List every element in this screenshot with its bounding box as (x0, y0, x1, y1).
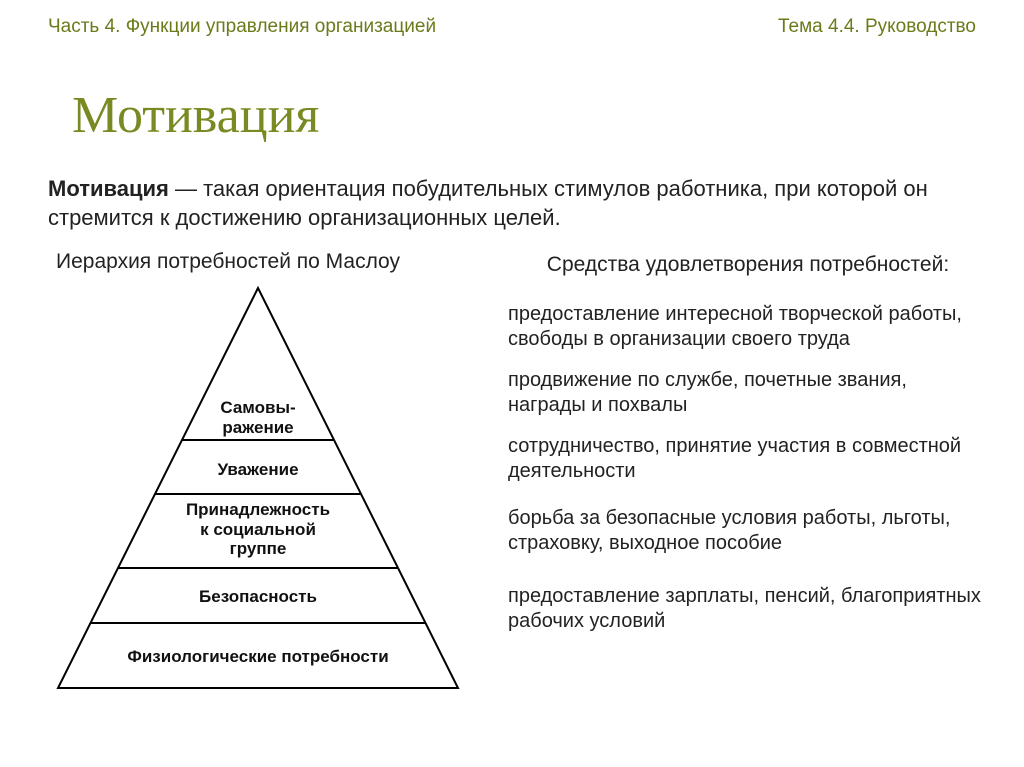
definition-paragraph: Мотивация — такая ориентация побудительн… (48, 175, 976, 232)
content-row: Иерархия потребностей по Маслоу Самовы-р… (0, 250, 1024, 698)
means-item-0: предоставление интересной творческой раб… (508, 302, 988, 352)
pyramid-outline (58, 288, 458, 688)
means-item-2: сотрудничество, принятие участия в совме… (508, 434, 988, 484)
means-item-3: борьба за безопасные условия работы, льг… (508, 506, 988, 556)
pyramid-tier-label-2: Принадлежностьк социальнойгруппе (48, 500, 468, 559)
means-column: Средства удовлетворения потребностей: пр… (478, 250, 988, 698)
definition-term: Мотивация (48, 176, 169, 201)
slide-title: Мотивация (72, 86, 1024, 145)
means-list: предоставление интересной творческой раб… (508, 302, 988, 634)
pyramid-svg (48, 278, 468, 698)
pyramid-tier-label-3: Безопасность (48, 587, 468, 607)
pyramid-tier-label-4: Физиологические потребности (48, 647, 468, 667)
pyramid-column: Иерархия потребностей по Маслоу Самовы-р… (48, 250, 478, 698)
header-part-label: Часть 4. Функции управления организацией (48, 16, 436, 38)
pyramid-tier-label-1: Уважение (48, 460, 468, 480)
means-item-4: предоставление зарплаты, пенсий, благопр… (508, 584, 988, 634)
pyramid-heading: Иерархия потребностей по Маслоу (56, 250, 478, 274)
pyramid-diagram: Самовы-ражение Уважение Принадлежностьк со… (48, 278, 468, 698)
slide-header: Часть 4. Функции управления организацией… (0, 0, 1024, 38)
definition-body: — такая ориентация побудительных стимуло… (48, 176, 928, 230)
header-topic-label: Тема 4.4. Руководство (778, 16, 976, 38)
means-heading: Средства удовлетворения потребностей: (508, 252, 988, 278)
pyramid-tier-label-0: Самовы-ражение (48, 398, 468, 437)
means-item-1: продвижение по службе, почетные звания, … (508, 368, 988, 418)
